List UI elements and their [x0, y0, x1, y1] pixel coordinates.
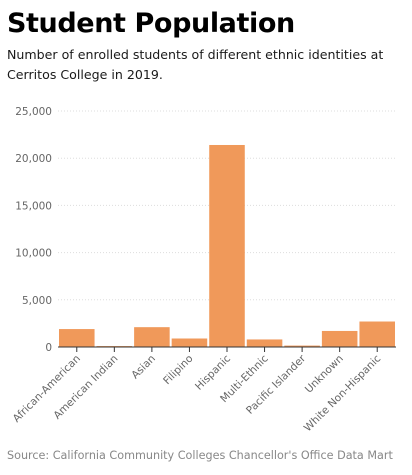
- bar-filipino: [171, 338, 208, 347]
- bar-african-american: [59, 329, 95, 347]
- bar-unknown: [321, 330, 358, 347]
- y-tick-label: 20,000: [15, 153, 52, 165]
- x-tick-label: African-American: [11, 353, 83, 425]
- x-tick-label: White Non-Hispanic: [302, 352, 384, 434]
- x-tick-label: Asian: [129, 353, 158, 382]
- chart-subtitle: Number of enrolled students of different…: [7, 47, 384, 82]
- y-tick-label: 15,000: [15, 200, 52, 212]
- bars: [59, 144, 395, 347]
- y-tick-label: 10,000: [15, 248, 52, 260]
- chart-title: Student Population: [7, 8, 295, 39]
- y-tick-label: 5,000: [22, 295, 52, 307]
- x-tick-label: American Indian: [51, 353, 120, 422]
- bar-pacific-islander: [284, 345, 320, 347]
- bar-white-non-hispanic: [359, 321, 395, 347]
- axes: [58, 346, 396, 352]
- bar-multi-ethnic: [246, 339, 283, 347]
- bar-chart: 0 5,000 10,000 15,000 20,000 25,000 African-Am…: [11, 106, 396, 434]
- bar-asian: [134, 327, 170, 347]
- y-tick-label: 0: [45, 342, 52, 354]
- bar-hispanic: [209, 144, 245, 347]
- tick-labels: 0 5,000 10,000 15,000 20,000 25,000 African-Am…: [11, 106, 384, 434]
- x-tick-label: Filipino: [161, 353, 195, 387]
- y-tick-label: 25,000: [15, 106, 52, 118]
- source-note: Source: California Community Colleges Ch…: [7, 449, 393, 462]
